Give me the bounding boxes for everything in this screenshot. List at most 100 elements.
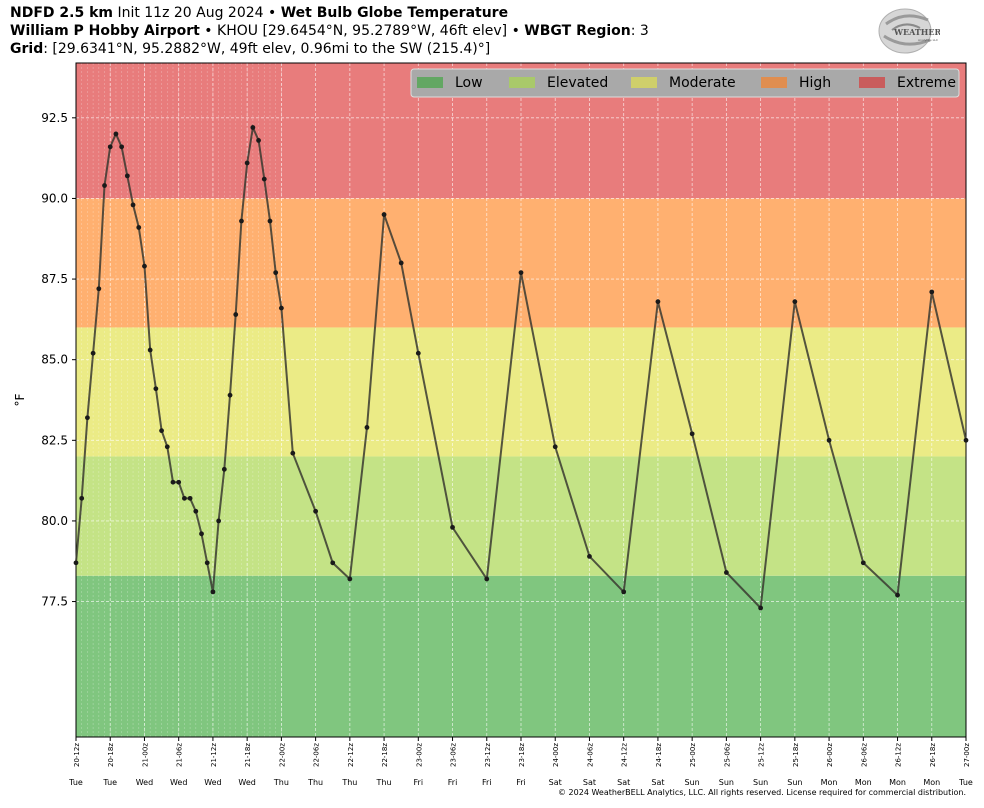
data-point bbox=[273, 270, 279, 276]
x-day-label: Thu bbox=[341, 778, 357, 787]
station-info: KHOU [29.6454°N, 95.2789°W, 46ft elev] bbox=[217, 23, 508, 39]
weatherbell-logo: WEATHERBELL Analytics LLC bbox=[878, 8, 940, 54]
legend-box bbox=[410, 68, 960, 98]
data-point bbox=[278, 305, 284, 311]
y-tick-label: 82.5 bbox=[41, 433, 68, 447]
data-point bbox=[239, 218, 244, 224]
y-tick-label: 85.0 bbox=[41, 353, 68, 367]
data-point bbox=[758, 605, 764, 611]
data-points bbox=[73, 125, 969, 611]
copyright-notice: © 2024 WeatherBELL Analytics, LLC. All r… bbox=[558, 788, 966, 797]
data-point bbox=[895, 592, 900, 598]
data-point bbox=[261, 176, 267, 182]
x-day-label: Sun bbox=[719, 778, 734, 787]
data-point bbox=[290, 450, 296, 456]
region-value: 3 bbox=[639, 23, 649, 39]
x-tick-label: 26-00z bbox=[826, 743, 834, 767]
logo-text: WEATHERBELL bbox=[893, 27, 940, 37]
data-point bbox=[216, 518, 222, 524]
x-day-label: Thu bbox=[307, 778, 323, 787]
data-point bbox=[96, 286, 102, 292]
data-point bbox=[860, 560, 866, 566]
x-tick-label: 21-18z bbox=[244, 743, 252, 767]
x-tick-label: 23-00z bbox=[415, 743, 423, 767]
x-day-label: Sun bbox=[753, 778, 768, 787]
header-line-1: NDFD 2.5 km Init 11z 20 Aug 2024 • Wet B… bbox=[10, 5, 508, 22]
data-point bbox=[102, 183, 107, 188]
legend-swatch-extreme bbox=[859, 77, 885, 88]
x-tick-label: 24-12z bbox=[621, 743, 629, 767]
data-point bbox=[450, 524, 455, 530]
data-point bbox=[153, 386, 159, 392]
data-point bbox=[963, 437, 969, 443]
data-point bbox=[124, 173, 130, 179]
data-point bbox=[147, 347, 153, 353]
model-name: NDFD 2.5 km bbox=[10, 5, 113, 21]
x-tick-label: 26-06z bbox=[860, 743, 868, 767]
data-point bbox=[199, 531, 204, 537]
data-point bbox=[176, 479, 182, 485]
data-point bbox=[347, 576, 353, 582]
data-point bbox=[193, 508, 199, 514]
data-point bbox=[552, 444, 558, 450]
x-tick-label: 26-18z bbox=[929, 743, 937, 767]
y-axis-label: °F bbox=[13, 393, 27, 406]
data-point bbox=[107, 144, 113, 150]
data-point bbox=[244, 160, 250, 166]
x-day-label: Sat bbox=[583, 778, 596, 787]
data-point bbox=[330, 560, 336, 566]
data-point bbox=[655, 299, 661, 305]
station-name: William P Hobby Airport bbox=[10, 23, 200, 39]
legend-swatch-elevated bbox=[509, 77, 535, 88]
separator: • bbox=[268, 5, 277, 21]
data-point bbox=[250, 125, 256, 130]
y-tick-label: 92.5 bbox=[41, 111, 68, 125]
data-point bbox=[204, 560, 210, 566]
data-point bbox=[210, 589, 216, 595]
data-point bbox=[136, 225, 142, 230]
data-point bbox=[621, 589, 627, 595]
logo-subtext: Analytics LLC bbox=[918, 38, 938, 42]
x-tick-label: 24-18z bbox=[655, 743, 663, 767]
x-day-label: Sun bbox=[685, 778, 700, 787]
x-tick-label: 20-18z bbox=[107, 743, 115, 767]
data-point bbox=[187, 495, 193, 501]
band-moderate bbox=[76, 327, 966, 457]
grid-info: [29.6341°N, 95.2882°W, 49ft elev, 0.96mi… bbox=[52, 41, 491, 57]
x-tick-label: 23-18z bbox=[518, 743, 526, 767]
x-tick-label: 23-12z bbox=[484, 743, 492, 767]
legend-swatch-low bbox=[417, 77, 443, 88]
x-tick-label: 24-00z bbox=[552, 743, 560, 767]
x-day-label: Fri bbox=[516, 778, 526, 787]
x-tick-label: 22-12z bbox=[347, 743, 355, 767]
x-day-label: Mon bbox=[923, 778, 940, 787]
data-point bbox=[689, 431, 695, 437]
x-tick-label: 25-18z bbox=[792, 743, 800, 767]
x-tick-label: 24-06z bbox=[586, 743, 594, 767]
x-tick-label: 21-00z bbox=[141, 743, 149, 767]
data-point bbox=[113, 131, 119, 137]
x-day-label: Wed bbox=[170, 778, 187, 787]
x-day-label: Fri bbox=[448, 778, 458, 787]
x-tick-label: 22-06z bbox=[313, 743, 321, 767]
x-tick-label: 20-12z bbox=[73, 743, 81, 767]
data-point bbox=[313, 508, 319, 514]
x-day-label: Tue bbox=[68, 778, 83, 787]
separator: • bbox=[204, 23, 213, 39]
header-line-2: William P Hobby Airport • KHOU [29.6454°… bbox=[10, 23, 649, 39]
x-tick-label: 22-00z bbox=[278, 743, 286, 767]
data-point bbox=[142, 263, 147, 269]
data-point bbox=[170, 479, 176, 485]
legend-label-elevated: Elevated bbox=[547, 75, 608, 91]
data-point bbox=[233, 312, 239, 317]
data-point bbox=[90, 350, 96, 356]
x-tick-label: 21-12z bbox=[210, 743, 218, 767]
x-day-label: Mon bbox=[855, 778, 872, 787]
data-point bbox=[723, 570, 729, 575]
x-day-label: Wed bbox=[238, 778, 255, 787]
data-point bbox=[415, 350, 421, 356]
legend-label-high: High bbox=[799, 75, 831, 91]
data-point bbox=[181, 495, 187, 501]
x-day-label: Wed bbox=[136, 778, 153, 787]
legend: Low Elevated Moderate High Extreme bbox=[410, 68, 960, 98]
